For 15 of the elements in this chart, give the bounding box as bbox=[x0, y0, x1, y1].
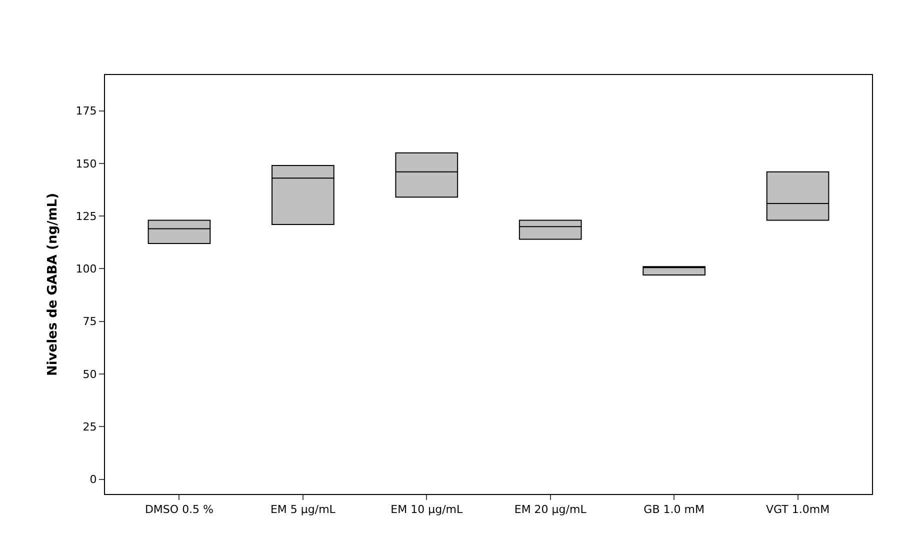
x-tick-label: EM 5 μg/mL bbox=[270, 503, 336, 516]
x-tick-label: DMSO 0.5 % bbox=[144, 503, 214, 516]
y-tick-label: 0 bbox=[90, 473, 97, 486]
y-tick-label: 50 bbox=[82, 368, 97, 381]
y-tick-label: 100 bbox=[76, 262, 97, 276]
y-axis-title: Niveles de GABA (ng/mL) bbox=[46, 192, 61, 376]
x-tick-label: VGT 1.0mM bbox=[766, 503, 830, 516]
y-tick-label: 150 bbox=[76, 157, 97, 170]
y-tick-label: 25 bbox=[82, 420, 97, 434]
x-tick-label: EM 20 μg/mL bbox=[514, 503, 588, 516]
x-tick-label: EM 10 μg/mL bbox=[390, 503, 464, 516]
y-tick-label: 175 bbox=[76, 104, 97, 118]
y-tick-label: 125 bbox=[76, 210, 97, 223]
y-tick-label: 75 bbox=[82, 315, 97, 328]
x-tick-label: GB 1.0 mM bbox=[644, 503, 704, 516]
